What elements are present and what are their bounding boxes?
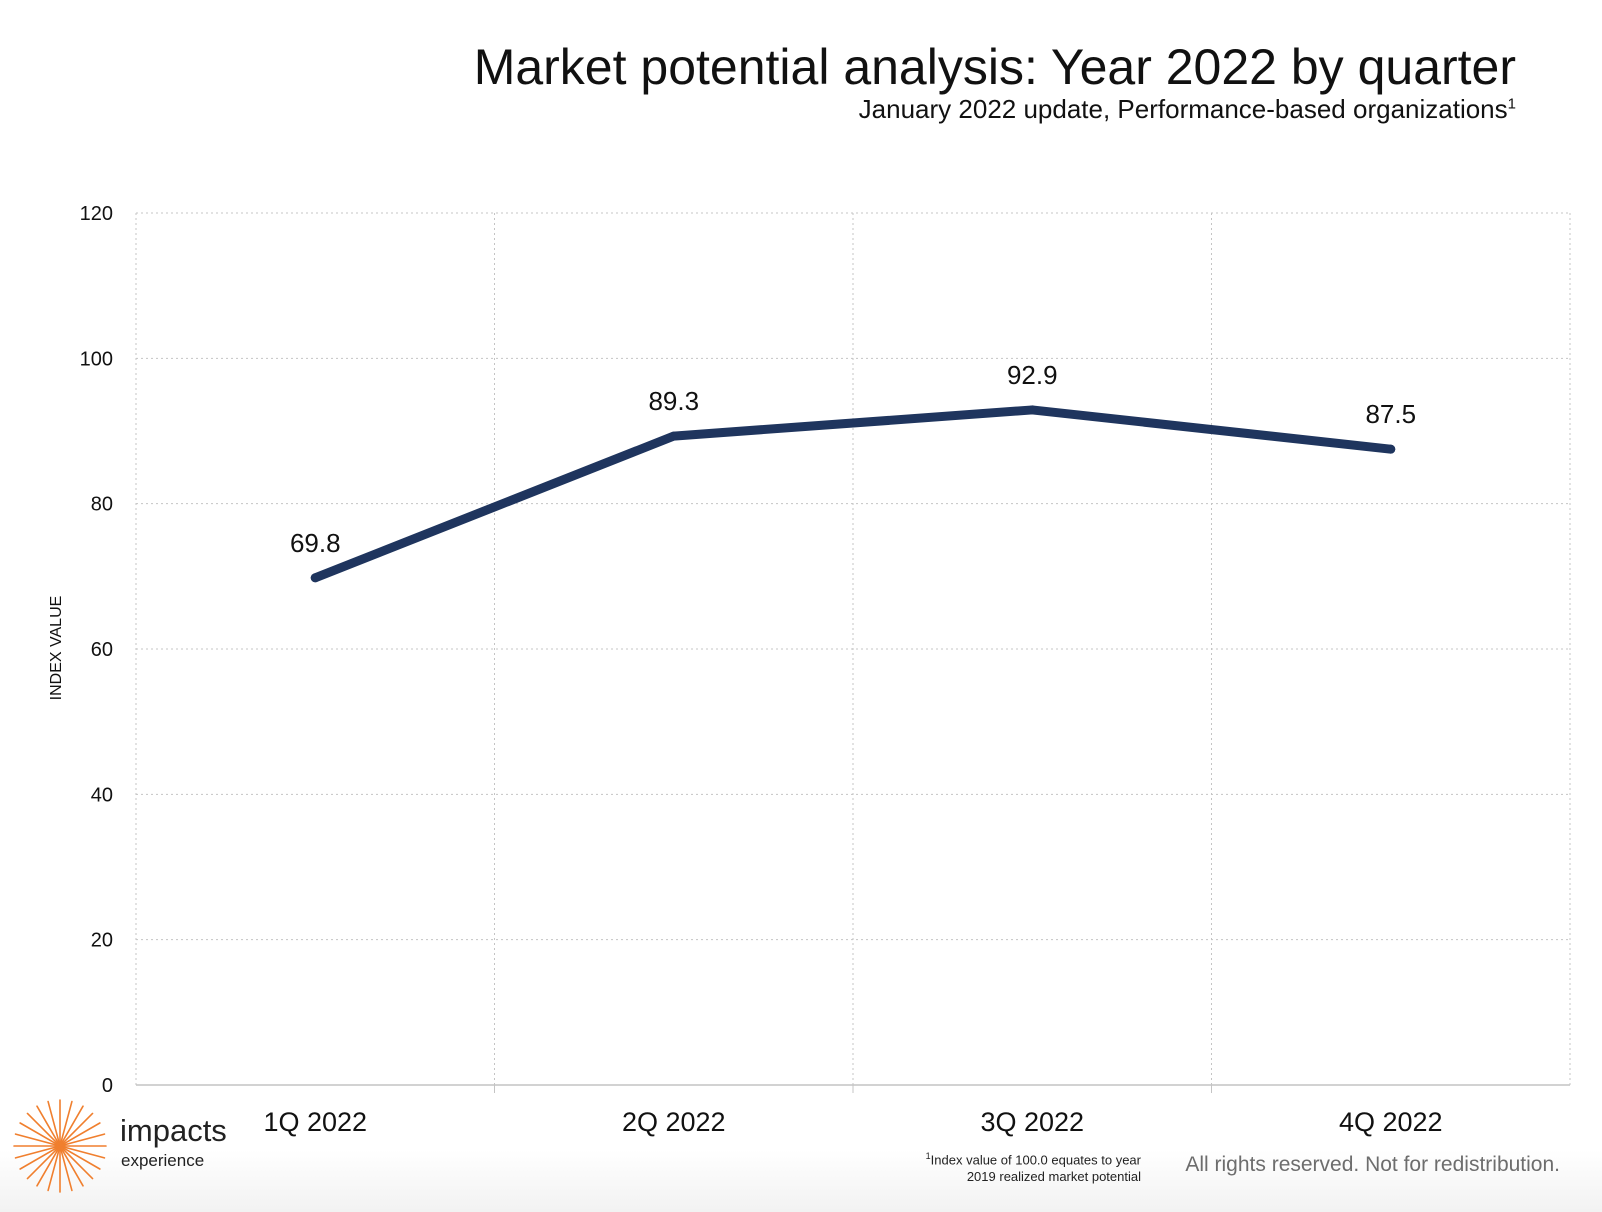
x-tick-label: 4Q 2022	[1339, 1107, 1443, 1137]
rights-notice: All rights reserved. Not for redistribut…	[1185, 1153, 1560, 1176]
logo-name: impacts	[120, 1113, 227, 1148]
y-tick-label: 40	[91, 784, 113, 806]
data-label: 92.9	[1007, 360, 1058, 390]
starburst-icon	[13, 1099, 107, 1193]
starburst-ray	[14, 1133, 106, 1159]
footnote: 1Index value of 100.0 equates to year 20…	[901, 1148, 1141, 1185]
footnote-marker: 1	[925, 1151, 931, 1161]
data-point	[669, 431, 679, 441]
data-label: 89.3	[648, 386, 699, 416]
data-point	[310, 573, 320, 583]
data-point	[1027, 405, 1037, 415]
chart-title: Market potential analysis: Year 2022 by …	[473, 39, 1516, 95]
x-tick-label: 2Q 2022	[622, 1107, 726, 1137]
logo-tagline: experience	[121, 1151, 205, 1170]
y-axis-label: INDEX VALUE	[48, 596, 65, 701]
footnote-line-1: 1Index value of 100.0 equates to year	[901, 1148, 1141, 1168]
y-tick-label: 80	[91, 494, 113, 516]
y-tick-label: 60	[91, 639, 113, 661]
y-tick-label: 20	[91, 930, 113, 952]
x-tick-label: 3Q 2022	[980, 1107, 1084, 1137]
y-tick-label: 100	[80, 348, 113, 370]
series-line	[310, 405, 1396, 583]
line-chart: 0 20 40 60 80 100 120 1Q 2022 2Q 2022 3Q 2022 4Q 2…	[48, 203, 1571, 1137]
data-label: 87.5	[1365, 399, 1416, 429]
chart-subtitle: January 2022 update, Performance-based o…	[859, 94, 1516, 125]
data-point	[1386, 444, 1396, 454]
label-layer: 69.8 89.3 92.9 87.5	[290, 360, 1416, 558]
footer-band	[0, 1150, 1602, 1212]
subtitle-footnote-marker: 1	[1507, 95, 1516, 113]
y-tick-label: 0	[102, 1075, 113, 1097]
data-label: 69.8	[290, 528, 341, 558]
footnote-text-1: Index value of 100.0 equates to year	[930, 1152, 1141, 1168]
axis-layer: 0 20 40 60 80 100 120 1Q 2022 2Q 2022 3Q 2022 4Q 2…	[80, 203, 1570, 1137]
x-tick-label: 1Q 2022	[263, 1107, 367, 1137]
y-tick-label: 120	[80, 203, 113, 225]
grid-layer	[135, 212, 1571, 1085]
series-layer	[310, 405, 1396, 583]
footnote-line-2: 2019 realized market potential	[966, 1169, 1141, 1185]
subtitle-text: January 2022 update, Performance-based o…	[858, 94, 1508, 124]
